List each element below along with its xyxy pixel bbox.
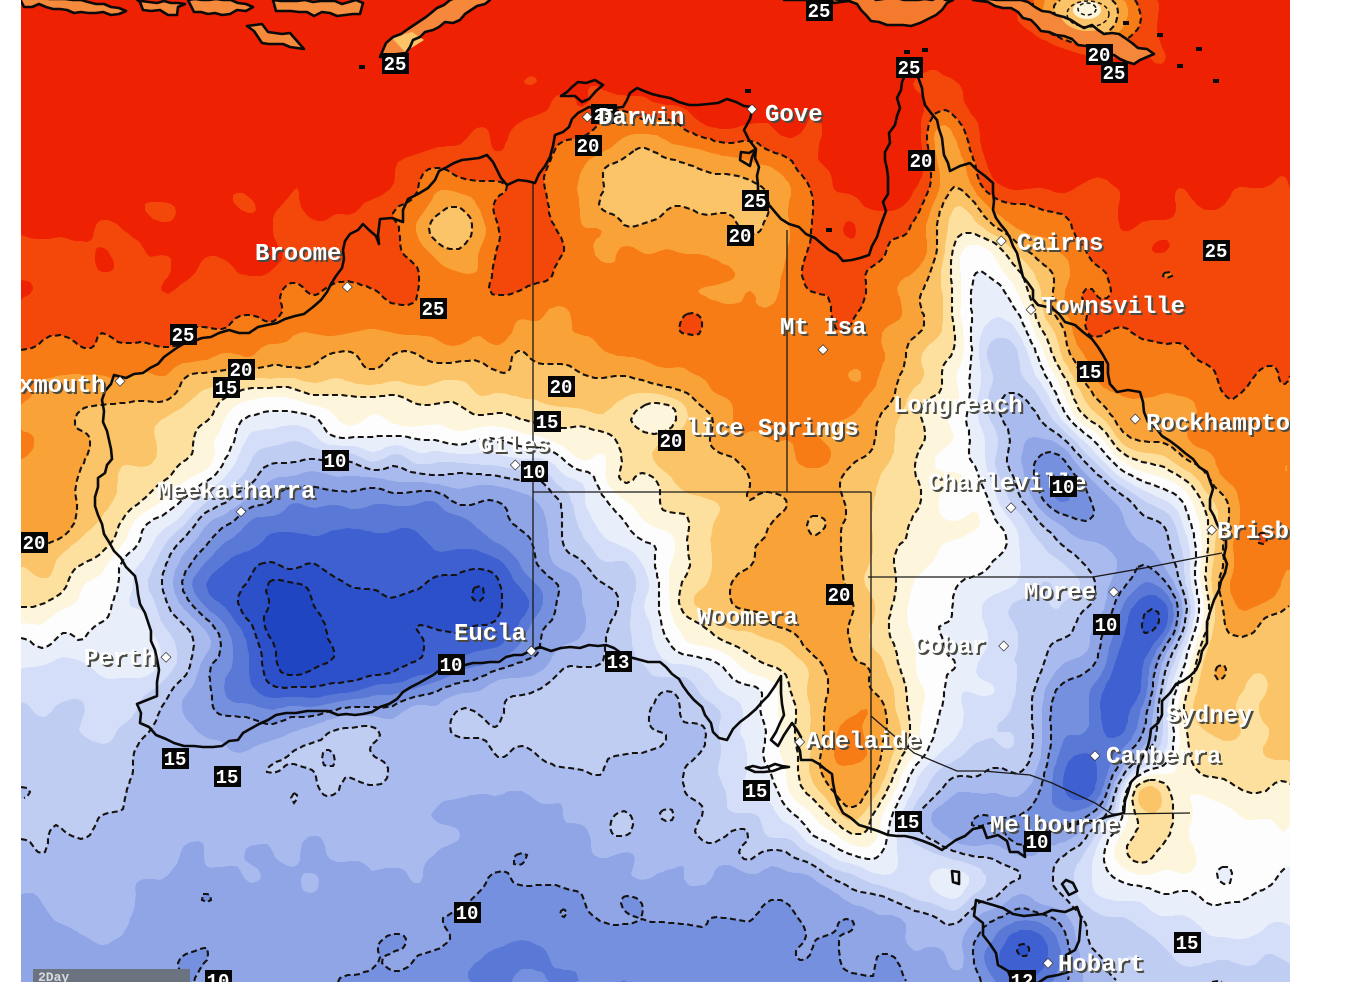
svg-text:25: 25 bbox=[422, 299, 445, 321]
svg-text:Meekatharra: Meekatharra bbox=[157, 479, 315, 506]
svg-text:Brisb: Brisb bbox=[1219, 521, 1291, 548]
svg-text:10: 10 bbox=[207, 971, 230, 982]
svg-text:Broome: Broome bbox=[257, 243, 343, 270]
svg-text:Eucla: Eucla bbox=[456, 623, 528, 650]
svg-text:15: 15 bbox=[1176, 933, 1199, 955]
svg-text:Perth: Perth bbox=[86, 648, 158, 675]
svg-text:15: 15 bbox=[897, 812, 920, 834]
svg-text:15: 15 bbox=[536, 412, 559, 434]
svg-text:15: 15 bbox=[745, 781, 768, 803]
svg-text:Longreach: Longreach bbox=[893, 393, 1023, 420]
svg-text:Cobar: Cobar bbox=[914, 634, 986, 661]
svg-text:Cobar: Cobar bbox=[916, 636, 988, 663]
svg-text:lice Springs: lice Springs bbox=[686, 416, 859, 443]
svg-text:20: 20 bbox=[729, 226, 752, 248]
svg-text:10: 10 bbox=[456, 903, 479, 925]
svg-text:20: 20 bbox=[828, 585, 851, 607]
svg-text:Meekatharra: Meekatharra bbox=[159, 481, 317, 508]
svg-text:Cairns: Cairns bbox=[1017, 231, 1103, 258]
svg-text:10: 10 bbox=[1052, 477, 1075, 499]
svg-text:20: 20 bbox=[23, 533, 46, 555]
svg-text:25: 25 bbox=[1103, 63, 1126, 85]
svg-text:xmouth: xmouth bbox=[21, 375, 107, 402]
svg-text:Broome: Broome bbox=[255, 241, 341, 268]
svg-text:Mt Isa: Mt Isa bbox=[780, 315, 866, 342]
svg-text:Giles: Giles bbox=[478, 433, 550, 460]
svg-text:20: 20 bbox=[550, 377, 573, 399]
svg-text:20: 20 bbox=[230, 360, 253, 382]
svg-text:Eucla: Eucla bbox=[454, 621, 526, 648]
svg-text:Canberra: Canberra bbox=[1108, 746, 1223, 773]
svg-text:Rockhampto: Rockhampto bbox=[1148, 413, 1292, 440]
svg-text:Longreach: Longreach bbox=[895, 395, 1025, 422]
svg-text:Woomera: Woomera bbox=[697, 605, 798, 632]
svg-text:Moree: Moree bbox=[1026, 582, 1098, 609]
svg-text:xmouth: xmouth bbox=[19, 373, 105, 400]
svg-text:25: 25 bbox=[808, 1, 831, 23]
svg-text:25: 25 bbox=[744, 191, 767, 213]
svg-text:Melbourne: Melbourne bbox=[990, 813, 1120, 840]
svg-text:25: 25 bbox=[172, 325, 195, 347]
svg-text:10: 10 bbox=[523, 462, 546, 484]
svg-text:Townsville: Townsville bbox=[1041, 294, 1185, 321]
svg-text:10: 10 bbox=[440, 655, 463, 677]
svg-text:13: 13 bbox=[607, 652, 630, 674]
svg-text:Adelaide: Adelaide bbox=[806, 729, 921, 756]
svg-text:Melbourne: Melbourne bbox=[992, 815, 1122, 842]
svg-text:Cairns: Cairns bbox=[1019, 233, 1105, 260]
svg-text:Darwin: Darwin bbox=[598, 105, 684, 132]
svg-text:10: 10 bbox=[1026, 832, 1049, 854]
svg-text:Woomera: Woomera bbox=[699, 607, 800, 634]
svg-text:Giles: Giles bbox=[480, 435, 552, 462]
svg-text:Hobart: Hobart bbox=[1060, 954, 1146, 981]
svg-text:15: 15 bbox=[164, 749, 187, 771]
svg-text:15: 15 bbox=[216, 767, 239, 789]
svg-text:10: 10 bbox=[1095, 615, 1118, 637]
svg-text:Sydney: Sydney bbox=[1166, 703, 1252, 730]
svg-text:Adelaide: Adelaide bbox=[808, 731, 923, 758]
svg-text:15: 15 bbox=[215, 378, 238, 400]
svg-text:2Day: 2Day bbox=[38, 970, 69, 982]
svg-text:Rockhampto: Rockhampto bbox=[1146, 411, 1290, 438]
svg-text:Moree: Moree bbox=[1024, 580, 1096, 607]
svg-text:20: 20 bbox=[660, 431, 683, 453]
svg-text:Gove: Gove bbox=[767, 104, 825, 131]
svg-text:25: 25 bbox=[898, 58, 921, 80]
svg-text:25: 25 bbox=[1205, 241, 1228, 263]
svg-text:Hobart: Hobart bbox=[1058, 952, 1144, 979]
svg-text:Sydney: Sydney bbox=[1168, 705, 1254, 732]
svg-text:Mt Isa: Mt Isa bbox=[782, 317, 868, 344]
svg-text:Canberra: Canberra bbox=[1106, 744, 1221, 771]
svg-text:Brisb: Brisb bbox=[1217, 519, 1289, 546]
svg-text:25: 25 bbox=[594, 107, 614, 126]
svg-text:Townsville: Townsville bbox=[1043, 296, 1187, 323]
svg-text:Gove: Gove bbox=[765, 102, 823, 129]
svg-text:12: 12 bbox=[1011, 971, 1034, 982]
svg-text:lice Springs: lice Springs bbox=[688, 418, 861, 445]
svg-text:20: 20 bbox=[910, 151, 933, 173]
svg-text:10: 10 bbox=[324, 451, 347, 473]
svg-text:20: 20 bbox=[577, 136, 600, 158]
svg-text:15: 15 bbox=[1079, 362, 1102, 384]
svg-text:Perth: Perth bbox=[84, 646, 156, 673]
svg-text:Darwin: Darwin bbox=[600, 107, 686, 134]
svg-text:20: 20 bbox=[1088, 45, 1111, 67]
svg-text:25: 25 bbox=[384, 54, 407, 76]
